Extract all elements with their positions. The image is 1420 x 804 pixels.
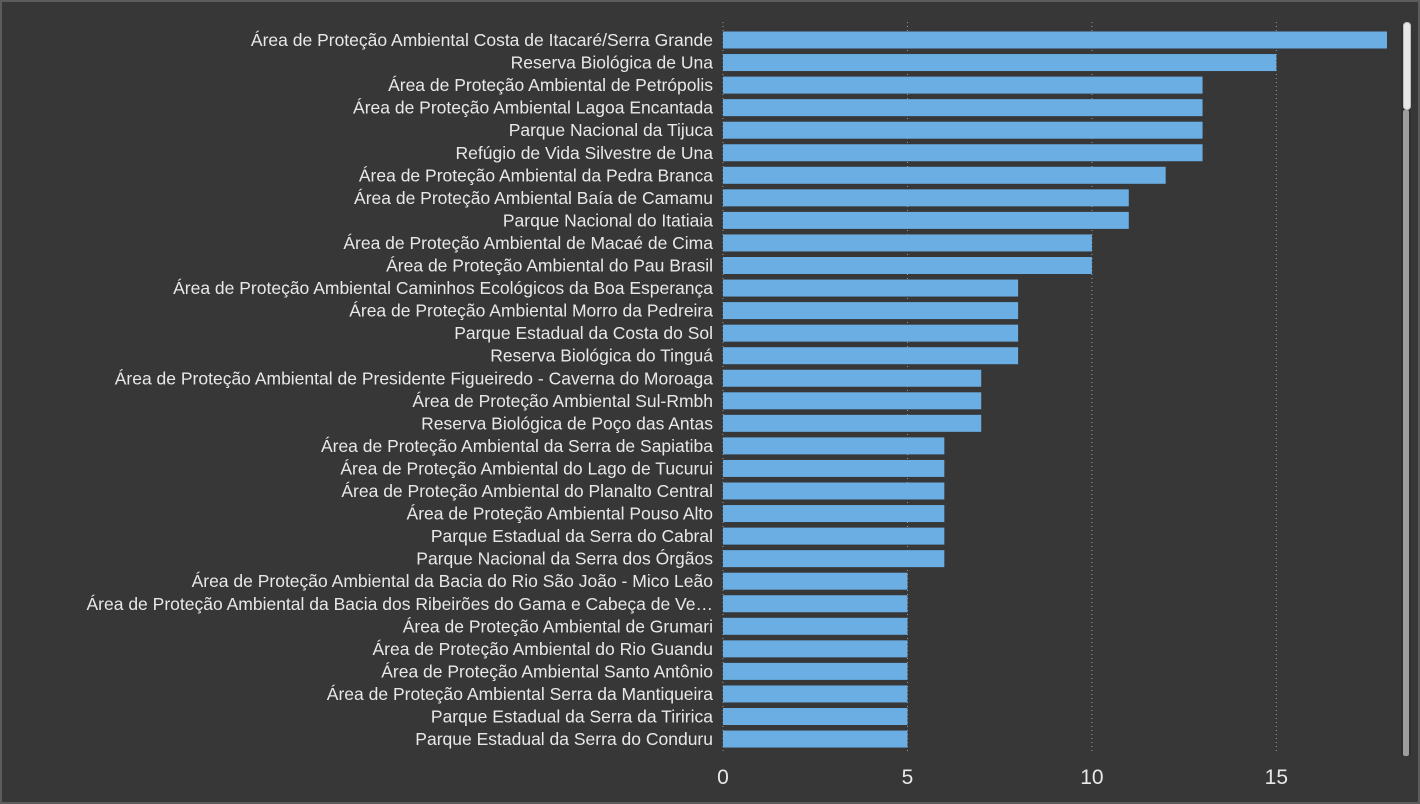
bar[interactable] [723, 617, 908, 635]
category-label: Área de Proteção Ambiental da Pedra Bran… [359, 165, 713, 185]
category-label: Reserva Biológica do Tinguá [490, 346, 713, 366]
bar[interactable] [723, 550, 945, 568]
bar[interactable] [723, 257, 1092, 274]
category-label: Parque Estadual da Serra da Tiririca [431, 707, 713, 727]
category-label: Área de Proteção Ambiental do Pau Brasil [386, 256, 713, 276]
category-label: Parque Estadual da Serra do Conduru [415, 729, 713, 749]
category-label: Área de Proteção Ambiental de Petrópolis [388, 75, 713, 95]
bar[interactable] [723, 144, 1203, 162]
bar[interactable] [723, 595, 908, 613]
bar[interactable] [723, 279, 1019, 297]
bar[interactable] [723, 324, 1019, 342]
bar-layer [723, 31, 1387, 748]
category-label: Área de Proteção Ambiental Santo Antônio [381, 661, 713, 681]
bar[interactable] [723, 99, 1203, 117]
category-label: Área de Proteção Ambiental Caminhos Ecol… [173, 278, 713, 298]
category-label: Área de Proteção Ambiental do Rio Guandu [373, 639, 714, 659]
category-label: Área de Proteção Ambiental Lagoa Encanta… [353, 98, 713, 118]
scrollbar-thumb[interactable] [1403, 22, 1411, 110]
bar[interactable] [723, 708, 908, 725]
x-tick-label: 15 [1265, 766, 1288, 789]
scrollbar-fill [1403, 110, 1409, 756]
bar[interactable] [723, 54, 1277, 72]
bar[interactable] [723, 347, 1019, 365]
category-label: Área de Proteção Ambiental Baía de Camam… [354, 188, 713, 208]
bar[interactable] [723, 211, 1129, 229]
bar[interactable] [723, 662, 908, 680]
category-label: Área de Proteção Ambiental Costa de Itac… [251, 30, 713, 50]
category-label: Área de Proteção Ambiental da Serra de S… [321, 436, 713, 456]
bar[interactable] [723, 459, 945, 477]
category-label: Parque Estadual da Serra do Cabral [431, 526, 713, 546]
bar[interactable] [723, 527, 945, 545]
category-label: Reserva Biológica de Poço das Antas [421, 413, 713, 433]
bar[interactable] [723, 685, 908, 703]
bar[interactable] [723, 76, 1203, 94]
category-label-layer: Área de Proteção Ambiental Costa de Itac… [87, 30, 714, 749]
category-label: Parque Nacional da Serra dos Órgãos [416, 548, 713, 569]
bar[interactable] [723, 505, 945, 523]
category-label: Área de Proteção Ambiental da Bacia dos … [87, 594, 714, 614]
bar[interactable] [723, 730, 908, 748]
bar[interactable] [723, 482, 945, 500]
category-label: Parque Nacional do Itatiaia [503, 210, 713, 230]
category-label: Área de Proteção Ambiental de Grumari [403, 616, 713, 636]
bar[interactable] [723, 234, 1092, 252]
x-tick-label: 5 [902, 766, 914, 789]
bar[interactable] [723, 302, 1019, 320]
bar[interactable] [723, 640, 908, 658]
category-label: Área de Proteção Ambiental de Macaé de C… [343, 233, 713, 253]
category-label: Área de Proteção Ambiental da Bacia do R… [192, 571, 713, 591]
bar[interactable] [723, 189, 1129, 207]
category-label: Reserva Biológica de Una [511, 53, 714, 73]
category-label: Área de Proteção Ambiental do Planalto C… [341, 481, 713, 501]
category-label: Refúgio de Vida Silvestre de Una [456, 143, 714, 163]
bar[interactable] [723, 31, 1387, 49]
category-label: Área de Proteção Ambiental Morro da Pedr… [349, 301, 713, 321]
x-tick-label: 10 [1080, 766, 1103, 789]
category-label: Parque Nacional da Tijuca [509, 120, 714, 140]
x-axis-ticks: 0 5 10 15 [717, 766, 1288, 789]
bar[interactable] [723, 437, 945, 455]
category-label: Área de Proteção Ambiental Sul-Rmbh [412, 391, 713, 411]
category-label: Área de Proteção Ambiental do Lago de Tu… [340, 458, 713, 478]
bar[interactable] [723, 392, 982, 410]
x-tick-label: 0 [717, 766, 729, 789]
category-label: Parque Estadual da Costa do Sol [454, 323, 713, 343]
bar[interactable] [723, 572, 908, 590]
bar[interactable] [723, 166, 1166, 184]
bar[interactable] [723, 369, 982, 387]
bar[interactable] [723, 414, 982, 432]
category-label: Área de Proteção Ambiental Pouso Alto [407, 504, 713, 524]
category-label: Área de Proteção Ambiental Serra da Mant… [327, 684, 713, 704]
bar[interactable] [723, 121, 1203, 139]
category-label: Área de Proteção Ambiental de Presidente… [115, 368, 714, 388]
